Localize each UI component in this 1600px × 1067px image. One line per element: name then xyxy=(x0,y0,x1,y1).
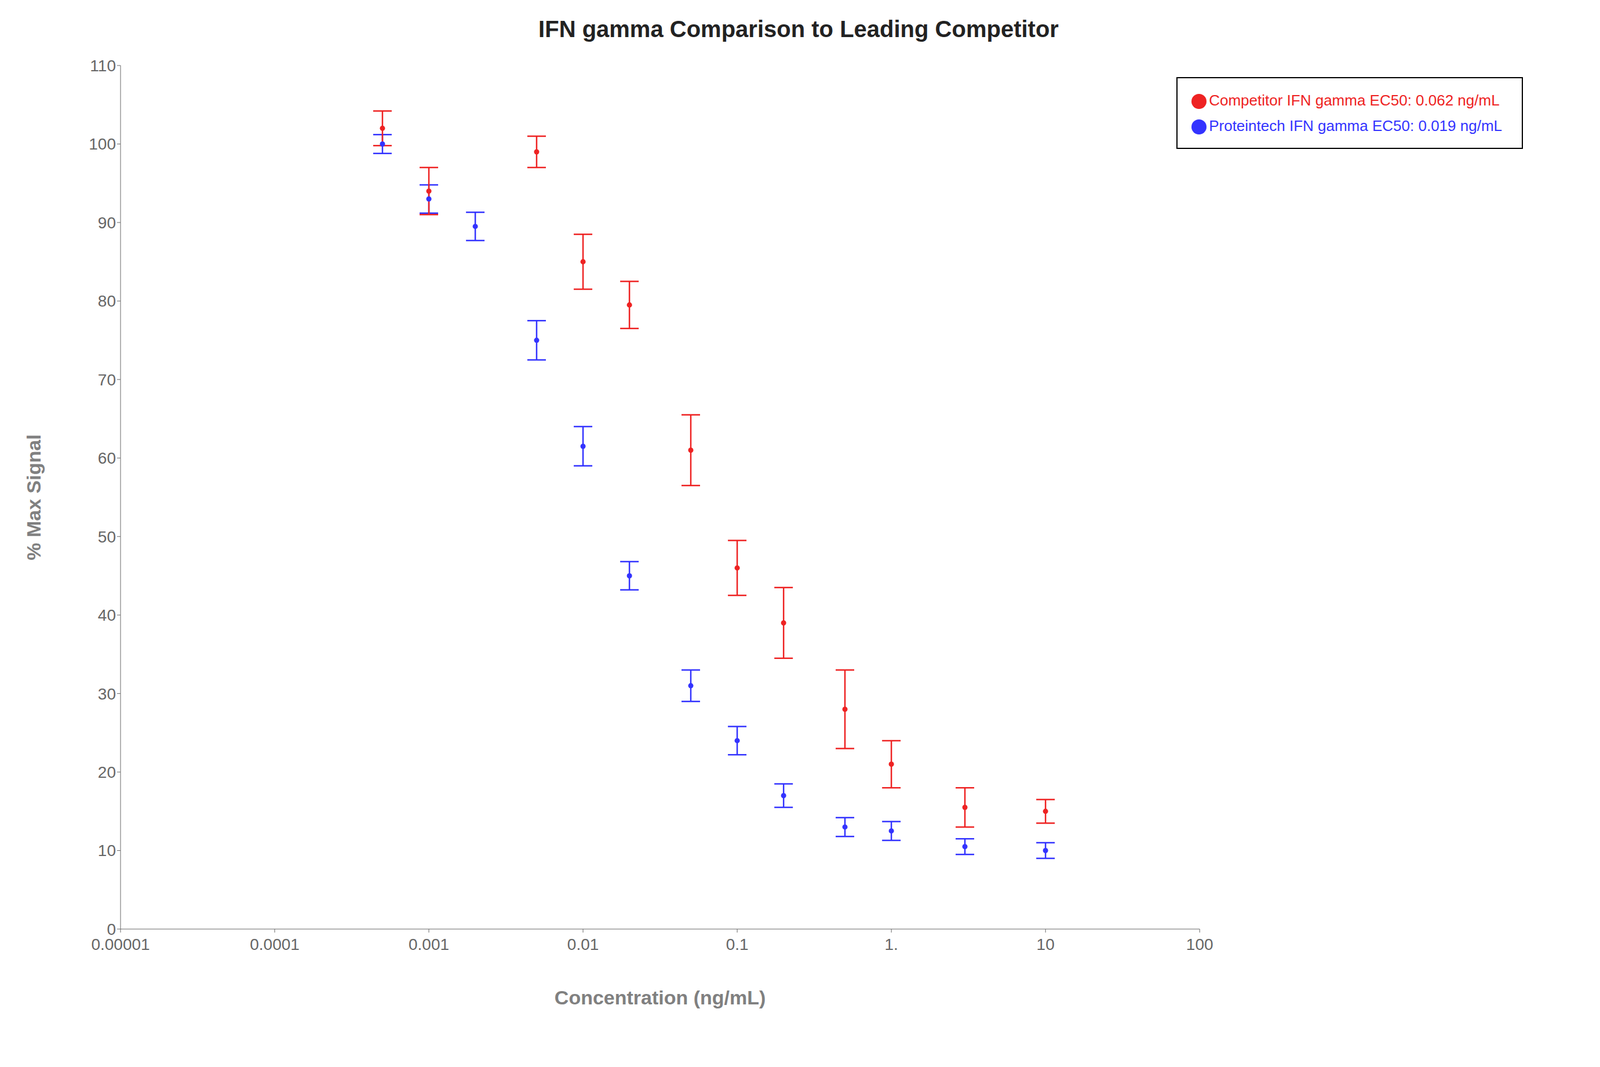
svg-text:10: 10 xyxy=(1036,935,1055,954)
svg-text:50: 50 xyxy=(97,527,116,546)
svg-text:30: 30 xyxy=(97,684,116,703)
svg-text:100: 100 xyxy=(1186,935,1214,954)
svg-text:10: 10 xyxy=(97,841,116,860)
svg-text:70: 70 xyxy=(97,370,116,389)
svg-text:0.01: 0.01 xyxy=(567,935,600,954)
svg-text:Concentration (ng/mL): Concentration (ng/mL) xyxy=(554,986,767,1009)
svg-text:% Max Signal: % Max Signal xyxy=(22,434,45,560)
svg-text:0.001: 0.001 xyxy=(408,935,450,954)
svg-text:0.0001: 0.0001 xyxy=(249,935,300,954)
svg-text:60: 60 xyxy=(97,449,116,468)
svg-text:0: 0 xyxy=(106,920,116,939)
html-text:IFN gamma Comparison to Leadin: IFN gamma Comparison to Leading Competit… xyxy=(538,16,1059,42)
svg-text:110: 110 xyxy=(89,56,116,75)
svg-text:90: 90 xyxy=(97,213,116,232)
html-text:Proteintech IFN gamma EC50: 0.: Proteintech IFN gamma EC50: 0.019 ng/mL xyxy=(1208,117,1503,135)
svg-text:1.: 1. xyxy=(884,935,898,954)
html-text:Competitor IFN gamma EC50: 0.0: Competitor IFN gamma EC50: 0.062 ng/mL xyxy=(1208,91,1500,109)
svg-text:0.00001: 0.00001 xyxy=(90,935,150,954)
svg-text:0.1: 0.1 xyxy=(726,935,749,954)
svg-text:20: 20 xyxy=(97,763,116,782)
svg-text:100: 100 xyxy=(88,135,116,153)
svg-text:40: 40 xyxy=(97,606,116,625)
svg-text:80: 80 xyxy=(97,292,116,311)
